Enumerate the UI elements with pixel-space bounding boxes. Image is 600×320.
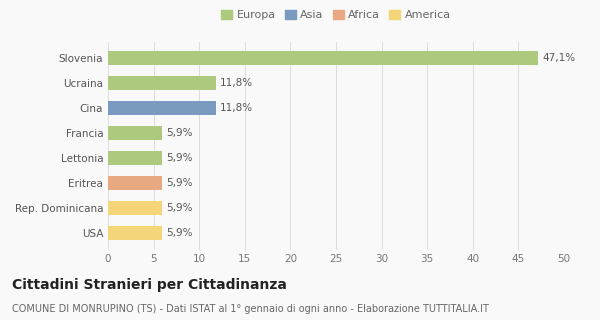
Bar — [108, 176, 162, 190]
Bar — [108, 101, 215, 115]
Text: Cittadini Stranieri per Cittadinanza: Cittadini Stranieri per Cittadinanza — [12, 278, 287, 292]
Bar — [108, 126, 162, 140]
Bar — [108, 151, 162, 165]
Text: 5,9%: 5,9% — [166, 203, 193, 213]
Text: 47,1%: 47,1% — [542, 53, 575, 63]
Bar — [108, 76, 215, 90]
Text: 5,9%: 5,9% — [166, 228, 193, 238]
Text: 5,9%: 5,9% — [166, 178, 193, 188]
Bar — [108, 51, 538, 65]
Text: 11,8%: 11,8% — [220, 103, 253, 113]
Bar — [108, 226, 162, 240]
Legend: Europa, Asia, Africa, America: Europa, Asia, Africa, America — [221, 10, 451, 20]
Text: 5,9%: 5,9% — [166, 128, 193, 138]
Text: COMUNE DI MONRUPINO (TS) - Dati ISTAT al 1° gennaio di ogni anno - Elaborazione : COMUNE DI MONRUPINO (TS) - Dati ISTAT al… — [12, 304, 489, 314]
Text: 11,8%: 11,8% — [220, 78, 253, 88]
Bar — [108, 201, 162, 215]
Text: 5,9%: 5,9% — [166, 153, 193, 163]
